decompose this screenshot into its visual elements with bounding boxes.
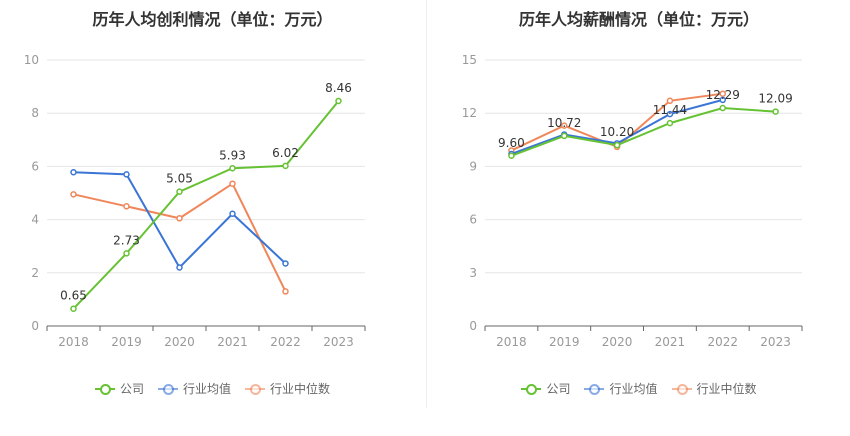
- y-tick-label: 6: [469, 213, 477, 227]
- panel-divider: [426, 0, 427, 408]
- legend-median-icon: [245, 383, 265, 395]
- legend-label: 行业中位数: [270, 382, 331, 396]
- data-point-median: [282, 288, 289, 295]
- legend: 公司 行业均值 行业中位数: [428, 380, 850, 397]
- data-point-median: [123, 203, 130, 210]
- y-tick-label: 2: [31, 266, 39, 280]
- legend-item-avg[interactable]: 行业均值: [584, 380, 658, 397]
- data-point-company: [335, 97, 342, 105]
- data-label: 9.60: [498, 136, 525, 150]
- data-label: 6.02: [272, 146, 299, 160]
- series-line-company: [511, 107, 776, 157]
- legend-label: 行业均值: [182, 382, 231, 396]
- chart-title: 历年人均薪酬情况（单位：万元）: [518, 10, 759, 29]
- data-point-company: [176, 188, 183, 195]
- data-point-median: [70, 191, 77, 198]
- data-point-company: [613, 141, 621, 149]
- legend-item-company[interactable]: 公司: [94, 380, 144, 397]
- y-tick-label: 12: [462, 106, 477, 120]
- data-label: 5.05: [166, 172, 193, 186]
- data-label: 0.65: [60, 289, 87, 303]
- data-point-median: [176, 215, 183, 222]
- data-point-median: [666, 97, 674, 105]
- x-tick-label: 2020: [164, 335, 195, 349]
- data-point-avg: [123, 171, 130, 178]
- salary-chart-svg: 0 3 6 9 12 15 2018 2019 2020 2021 2022 2023 9.60 10.7…: [462, 53, 803, 349]
- x-tick-label: 2022: [270, 335, 301, 349]
- data-point-company: [772, 108, 779, 115]
- x-tick-label: 2020: [602, 335, 633, 349]
- chart-title: 历年人均创利情况（单位：万元）: [92, 10, 333, 29]
- data-label: 8.46: [325, 81, 352, 95]
- legend-label: 行业均值: [609, 382, 658, 396]
- data-label: 10.72: [547, 116, 581, 130]
- data-label: 10.20: [600, 125, 634, 139]
- y-tick-label: 0: [31, 319, 39, 333]
- x-tick-label: 2018: [496, 335, 527, 349]
- y-tick-label: 10: [24, 53, 39, 67]
- data-point-company: [719, 104, 726, 112]
- data-point-company: [70, 305, 77, 312]
- y-tick-label: 0: [469, 319, 477, 333]
- legend-item-median[interactable]: 行业中位数: [245, 380, 330, 397]
- legend-label: 公司: [546, 382, 571, 396]
- x-tick-label: 2023: [760, 335, 791, 349]
- x-tick-label: 2021: [655, 335, 686, 349]
- x-tick-label: 2021: [217, 335, 248, 349]
- x-tick-label: 2018: [58, 335, 89, 349]
- data-point-avg: [176, 264, 183, 271]
- data-point-company: [666, 119, 674, 127]
- profit-chart-svg: 0 2 4 6 8 10 2018 2019 2020 2021 2022 2023 0.65 2.73 5…: [24, 53, 366, 349]
- y-tick-label: 8: [31, 106, 39, 120]
- legend-avg-icon: [584, 383, 605, 395]
- y-tick-label: 4: [31, 213, 39, 227]
- y-tick-label: 6: [31, 159, 39, 173]
- y-tick-label: 9: [469, 159, 477, 173]
- data-point-avg: [70, 169, 77, 176]
- y-tick-label: 15: [462, 53, 477, 67]
- data-point-company: [282, 162, 289, 170]
- chart-panel-salary: 历年人均薪酬情况（单位：万元） 0 3 6 9 12 15 2018 2019 2020 2021…: [428, 0, 850, 436]
- legend-company-icon: [521, 383, 542, 395]
- legend-avg-icon: [157, 383, 178, 395]
- data-point-avg: [282, 260, 289, 267]
- data-point-company: [229, 165, 236, 172]
- data-point-company: [508, 152, 515, 160]
- data-point-avg: [229, 210, 236, 217]
- data-point-median: [561, 122, 568, 129]
- x-tick-label: 2023: [323, 335, 354, 349]
- legend-median-icon: [671, 383, 692, 395]
- data-point-company: [561, 132, 568, 140]
- data-label: 5.93: [219, 148, 246, 162]
- legend: 公司 行业均值 行业中位数: [0, 380, 425, 397]
- x-tick-label: 2019: [549, 335, 580, 349]
- legend-item-median[interactable]: 行业中位数: [671, 380, 757, 397]
- data-point-median: [229, 180, 236, 187]
- data-label: 12.29: [706, 88, 740, 102]
- data-point-company: [123, 250, 130, 257]
- data-label: 2.73: [113, 233, 140, 247]
- legend-company-icon: [94, 383, 115, 395]
- data-point-avg: [719, 96, 726, 104]
- series-line-company: [72, 100, 340, 310]
- legend-item-avg[interactable]: 行业均值: [157, 380, 231, 397]
- data-label: 11.44: [653, 103, 687, 117]
- data-label: 12.09: [758, 92, 792, 106]
- data-point-median: [719, 90, 726, 97]
- y-tick-label: 3: [469, 266, 477, 280]
- chart-panel-profit: 历年人均创利情况（单位：万元） 0 2 4 6 8 10 2018 2019 2020 2021 2…: [0, 10, 425, 397]
- legend-item-company[interactable]: 公司: [521, 380, 570, 397]
- legend-label: 行业中位数: [696, 382, 757, 396]
- legend-label: 公司: [119, 382, 144, 396]
- data-point-avg: [666, 110, 674, 118]
- x-tick-label: 2019: [111, 335, 142, 349]
- x-tick-label: 2022: [707, 335, 738, 349]
